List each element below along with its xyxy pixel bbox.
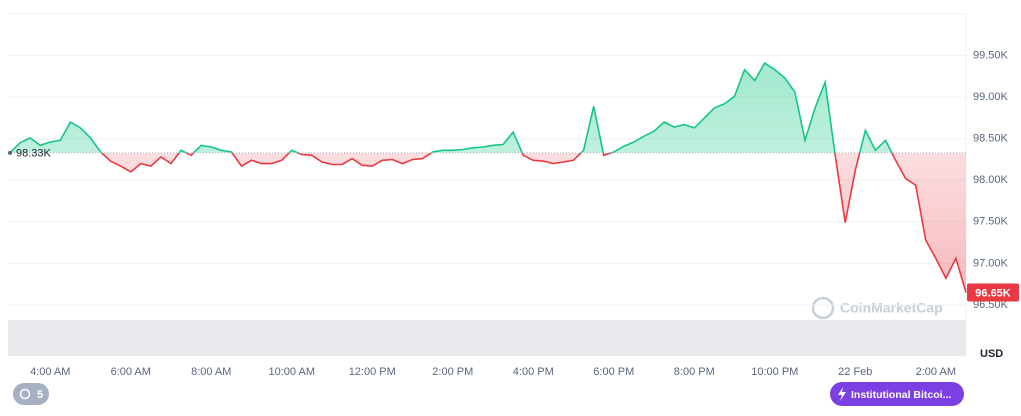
- price-line-down: [10, 152, 967, 293]
- badge[interactable]: 5: [13, 383, 49, 405]
- x-tick-label: 2:00 PM: [432, 366, 473, 378]
- x-tick-label: 4:00 PM: [513, 366, 554, 378]
- badge-bg[interactable]: [13, 383, 49, 405]
- last-price-box: [967, 283, 1019, 302]
- volume-band: [8, 320, 966, 356]
- badge-icon: [19, 388, 31, 400]
- badge-text: 5: [37, 389, 43, 401]
- event-tag-bg[interactable]: [830, 382, 964, 406]
- x-tick-label: 6:00 PM: [593, 366, 634, 378]
- y-tick-label: 98.50K: [973, 133, 1009, 145]
- y-tick-label: 99.00K: [973, 91, 1009, 103]
- y-unit: USD: [980, 348, 1003, 360]
- x-tick-label: 4:00 AM: [30, 366, 70, 378]
- watermark-text: CoinMarketCap: [840, 300, 943, 316]
- x-tick-label: 6:00 AM: [111, 366, 151, 378]
- price-line-up: [9, 61, 893, 153]
- event-tag-text: Institutional Bitcoi...: [851, 389, 951, 401]
- x-tick-label: 10:00 AM: [269, 366, 315, 378]
- watermark: CoinMarketCap: [811, 296, 943, 320]
- y-tick-label: 98.00K: [973, 174, 1009, 186]
- watermark-logo: [811, 296, 835, 320]
- x-tick-label: 22 Feb: [838, 366, 872, 378]
- y-tick-label: 96.50K: [973, 299, 1009, 311]
- y-tick-label: 97.50K: [973, 216, 1009, 228]
- x-tick-label: 8:00 AM: [191, 366, 231, 378]
- x-tick-label: 12:00 PM: [349, 366, 396, 378]
- last-price-label: 96.65K: [975, 287, 1011, 299]
- x-tick-label: 8:00 PM: [674, 366, 715, 378]
- x-tick-label: 2:00 AM: [916, 366, 956, 378]
- x-tick-label: 10:00 PM: [751, 366, 798, 378]
- event-tag[interactable]: Institutional Bitcoi...: [830, 382, 964, 406]
- y-tick-label: 99.50K: [973, 49, 1009, 61]
- y-tick-label: 97.00K: [973, 257, 1009, 269]
- event-icon: [838, 387, 846, 401]
- area-up: [10, 63, 892, 153]
- baseline-label: 98.33K: [16, 148, 52, 160]
- baseline-dot: [8, 150, 12, 155]
